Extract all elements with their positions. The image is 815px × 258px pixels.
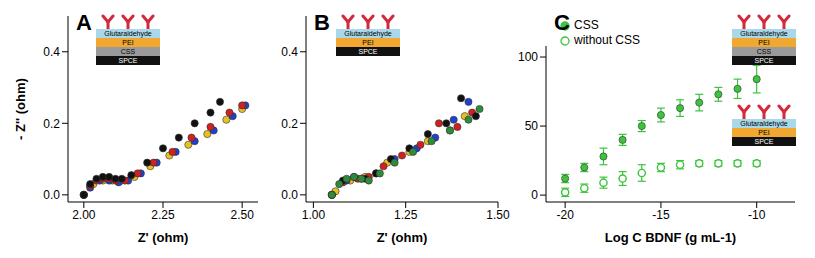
html-text:C: C (554, 10, 570, 35)
svg-text:1.25: 1.25 (394, 208, 418, 222)
svg-text:100: 100 (518, 50, 538, 64)
svg-text:Log C BDNF (g mL-1): Log C BDNF (g mL-1) (605, 230, 736, 245)
html-text:Glutaraldehyde: Glutaraldehyde (740, 120, 788, 127)
svg-text:1.50: 1.50 (486, 208, 510, 222)
html-text:SPCE: SPCE (118, 57, 138, 64)
html-text:PEI: PEI (758, 129, 770, 136)
html-text:Glutaraldehyde: Glutaraldehyde (104, 30, 152, 37)
svg-text:-15: -15 (652, 208, 670, 222)
html-text:PEI: PEI (758, 39, 770, 46)
html-text:A: A (76, 10, 92, 35)
svg-text:0.0: 0.0 (43, 188, 60, 202)
html-text:CSS: CSS (120, 48, 136, 55)
svg-text:0.2: 0.2 (43, 117, 60, 131)
svg-text:2.50: 2.50 (230, 208, 254, 222)
html-text:SPCE: SPCE (754, 57, 774, 64)
html-text:PEI: PEI (122, 39, 134, 46)
html-text:SPCE: SPCE (754, 138, 774, 145)
svg-text:Z' (ohm): Z' (ohm) (377, 230, 428, 245)
svg-text:Z' (ohm): Z' (ohm) (138, 230, 189, 245)
html-text:Glutaraldehyde: Glutaraldehyde (344, 30, 392, 37)
svg-text:-10: -10 (748, 208, 766, 222)
svg-text:2.00: 2.00 (72, 208, 96, 222)
html-text:SPCE: SPCE (358, 48, 378, 55)
html-text:Glutaraldehyde: Glutaraldehyde (740, 30, 788, 37)
svg-text:-20: -20 (556, 208, 574, 222)
svg-text:2.25: 2.25 (151, 208, 175, 222)
svg-text:0.2: 0.2 (281, 117, 298, 131)
svg-text:0.0: 0.0 (281, 188, 298, 202)
html-text:CSS: CSS (574, 18, 599, 32)
svg-text:- Z'' (ohm): - Z'' (ohm) (13, 78, 28, 140)
svg-text:0.4: 0.4 (281, 45, 298, 59)
html-text:CSS: CSS (756, 48, 772, 55)
svg-text:1.00: 1.00 (302, 208, 326, 222)
html-text:without CSS: without CSS (574, 33, 640, 47)
html-text:B: B (314, 10, 330, 35)
svg-text:0: 0 (531, 188, 538, 202)
svg-text:50: 50 (525, 119, 539, 133)
html-text:PEI: PEI (362, 39, 374, 46)
svg-text:0.4: 0.4 (43, 45, 60, 59)
